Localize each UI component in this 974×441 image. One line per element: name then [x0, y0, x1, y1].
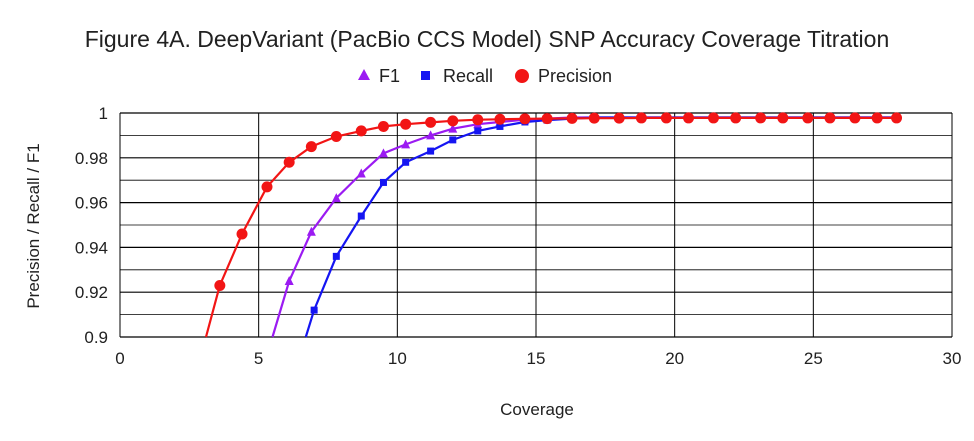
x-tick-label: 0: [115, 349, 124, 368]
y-axis-label: Precision / Recall / F1: [24, 143, 43, 308]
x-tick-label: 25: [804, 349, 823, 368]
y-tick-label: 0.94: [75, 238, 108, 257]
data-point-f1: [426, 130, 436, 140]
y-tick-labels: 0.9 0.92 0.94 0.96 0.98 1: [75, 104, 108, 347]
data-point-precision: [802, 112, 814, 124]
data-point-precision: [566, 112, 578, 124]
data-point-precision: [730, 112, 742, 124]
series-recall: [304, 113, 901, 338]
data-point-f1: [401, 139, 411, 149]
grid: [119, 112, 953, 338]
x-tick-label: 30: [943, 349, 962, 368]
x-axis-label: Coverage: [500, 400, 574, 419]
legend-marker-f1: [358, 69, 370, 80]
data-point-precision: [707, 112, 719, 124]
data-point-precision: [305, 141, 317, 153]
data-point-precision: [849, 112, 861, 124]
data-point-precision: [494, 113, 506, 125]
x-tick-labels: 0 5 10 15 20 25 30: [115, 349, 961, 368]
data-point-precision: [660, 112, 672, 124]
chart-title: Figure 4A. DeepVariant (PacBio CCS Model…: [85, 26, 890, 52]
series-precision: [204, 112, 903, 338]
legend-label-f1: F1: [379, 66, 400, 86]
data-point-f1: [284, 276, 294, 285]
x-tick-label: 5: [254, 349, 263, 368]
data-point-precision: [447, 115, 459, 127]
data-point-recall: [402, 158, 410, 166]
legend-label-recall: Recall: [443, 66, 493, 86]
data-point-precision: [588, 112, 600, 124]
data-point-precision: [891, 112, 903, 124]
data-point-recall: [474, 127, 482, 135]
series-layer: [204, 112, 903, 338]
legend-marker-recall: [421, 71, 430, 80]
legend: F1 Recall Precision: [358, 66, 612, 86]
data-point-precision: [519, 113, 531, 125]
data-point-precision: [541, 113, 553, 125]
data-point-precision: [635, 112, 647, 124]
data-point-precision: [755, 112, 767, 124]
data-point-recall: [332, 252, 340, 260]
data-point-precision: [261, 181, 273, 193]
data-point-precision: [425, 116, 437, 128]
series-line-recall: [304, 116, 897, 338]
data-point-precision: [355, 125, 367, 137]
data-point-precision: [236, 228, 248, 240]
data-point-precision: [613, 112, 625, 124]
data-point-f1: [356, 168, 366, 178]
data-point-precision: [377, 120, 389, 132]
data-point-precision: [283, 156, 295, 168]
data-point-f1: [331, 193, 341, 203]
data-point-f1: [448, 123, 458, 133]
data-point-f1: [306, 226, 316, 236]
y-tick-label: 0.92: [75, 283, 108, 302]
series-line-f1: [271, 116, 897, 338]
data-point-recall: [427, 147, 435, 155]
data-point-precision: [330, 131, 342, 143]
data-point-precision: [777, 112, 789, 124]
data-point-precision: [214, 279, 226, 291]
x-tick-label: 15: [527, 349, 546, 368]
x-tick-label: 20: [665, 349, 684, 368]
data-point-recall: [357, 212, 365, 220]
data-point-precision: [824, 112, 836, 124]
data-point-recall: [496, 122, 504, 130]
y-tick-label: 1: [99, 104, 108, 123]
data-point-f1: [378, 148, 388, 158]
legend-marker-precision: [515, 69, 529, 83]
data-point-precision: [683, 112, 695, 124]
data-point-precision: [400, 118, 412, 130]
data-point-recall: [310, 306, 318, 314]
data-point-recall: [449, 136, 457, 144]
data-point-precision: [472, 114, 484, 126]
y-tick-label: 0.98: [75, 149, 108, 168]
data-point-recall: [379, 178, 387, 186]
y-tick-label: 0.96: [75, 194, 108, 213]
x-tick-label: 10: [388, 349, 407, 368]
legend-label-precision: Precision: [538, 66, 612, 86]
y-tick-label: 0.9: [84, 328, 108, 347]
data-point-precision: [871, 112, 883, 124]
